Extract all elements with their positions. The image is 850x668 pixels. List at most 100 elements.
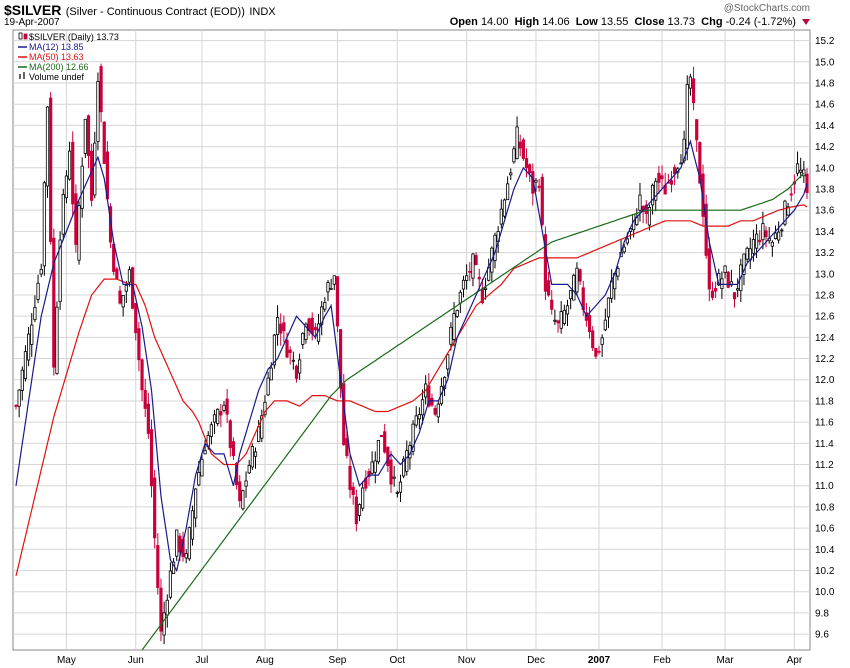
y-axis-labels: 9.6 9.8 10.0 10.2 10.4 10.6 10.8 11.0 11.2 11.4 11… [815,36,835,641]
x-tick-label: Apr [787,655,803,666]
y-tick-label: 11.2 [815,460,834,471]
y-tick-label: 13.6 [815,206,835,217]
candle [78,201,80,264]
candle [150,419,152,497]
candle [84,119,86,158]
x-tick-label: Mar [716,655,734,666]
x-tick-label: Feb [653,655,671,666]
y-tick-label: 12.6 [815,312,835,323]
y-tick-label: 11.4 [815,439,834,450]
y-tick-label: 10.0 [815,587,835,598]
y-tick-label: 14.4 [815,121,835,132]
y-tick-label: 11.0 [815,481,834,492]
legend-entry: MA(200) 12.66 [18,62,89,72]
candle [62,189,64,241]
chg-value: -0.24 (-1.72%) [726,16,796,28]
legend-label: MA(200) 12.66 [29,62,89,72]
candle [97,72,99,150]
candle [380,435,382,437]
y-tick-label: 11.6 [815,418,834,429]
high-label: High [515,16,539,28]
y-tick-label: 13.4 [815,227,835,238]
y-tick-label: 12.2 [815,354,835,365]
candle [522,138,524,161]
y-tick-label: 12.0 [815,375,835,386]
x-tick-label: Aug [256,655,274,666]
description: (Silver - Continuous Contract (EOD)) [66,6,245,18]
y-tick-label: 10.2 [815,566,835,577]
legend-entry: $SILVER (Daily) 13.73 [19,32,119,42]
candle [103,121,105,164]
ohlc-summary: Open 14.00 High 14.06 Low 13.55 Close 13… [450,16,810,28]
legend-label: MA(50) 13.63 [29,52,84,62]
y-tick-label: 15.2 [815,36,835,47]
y-tick-label: 15.0 [815,57,835,68]
y-tick-label: 12.4 [815,333,835,344]
legend-label: $SILVER (Daily) 13.73 [29,32,119,42]
low-label: Low [576,16,598,28]
candle [56,301,58,374]
x-tick-label: Jul [196,655,209,666]
volume-icon [19,74,21,79]
candle [216,408,218,426]
candle [513,146,515,164]
y-tick-label: 10.8 [815,502,835,513]
candle [72,131,74,216]
y-tick-label: 9.8 [815,608,829,619]
y-tick-label: 13.0 [815,269,835,280]
candle [242,490,244,511]
x-tick-label: Oct [390,655,406,666]
candle [336,276,338,332]
x-tick-label: Sep [329,655,347,666]
symbol: $SILVER [4,2,61,18]
legend-label: Volume undef [29,72,85,82]
legend-entry: Volume undef [19,72,85,82]
x-tick-label: Jun [128,655,144,666]
y-tick-label: 13.2 [815,248,835,259]
plot-frame [13,30,810,650]
y-tick-label: 10.4 [815,545,835,556]
candle [456,310,458,318]
candle [43,181,45,276]
x-tick-label: Dec [527,655,545,666]
candle [377,440,379,464]
open-label: Open [450,16,478,28]
y-tick-label: 14.8 [815,78,835,89]
candle [573,274,575,301]
candle [59,231,61,310]
x-axis-labels: May Jun Jul Aug Sep Oct Nov Dec 2007 Feb Mar Apr [57,655,803,666]
candle [188,527,190,561]
low-value: 13.55 [601,16,629,28]
down-arrow-icon [802,19,810,25]
candle [153,470,155,549]
candle [46,106,48,198]
y-tick-label: 9.6 [815,630,829,641]
candle [544,226,546,300]
price-chart: 9.6 9.8 10.0 10.2 10.4 10.6 10.8 11.0 11.2 11.4 11… [0,0,850,668]
candle [81,157,83,217]
high-value: 14.06 [542,16,570,28]
candle [90,144,92,207]
y-tick-label: 14.6 [815,100,835,111]
exchange: INDX [249,6,275,18]
candle [75,184,77,252]
y-tick-label: 13.8 [815,184,835,195]
candle [541,174,543,227]
watermark: @StockCharts.com [724,3,810,14]
x-tick-label: 2007 [588,655,611,666]
candle-icon [19,33,22,39]
legend-label: MA(12) 13.85 [29,42,84,52]
x-tick-label: Nov [458,655,476,666]
candle [251,443,253,470]
candle [503,198,505,218]
y-tick-label: 12.8 [815,290,835,301]
chg-label: Chg [701,16,722,28]
x-tick-label: May [57,655,76,666]
y-tick-label: 10.6 [815,524,835,535]
candle [116,267,118,279]
close-value: 13.73 [668,16,696,28]
close-label: Close [634,16,664,28]
candle [49,92,51,245]
open-value: 14.00 [481,16,509,28]
candle [176,530,178,562]
